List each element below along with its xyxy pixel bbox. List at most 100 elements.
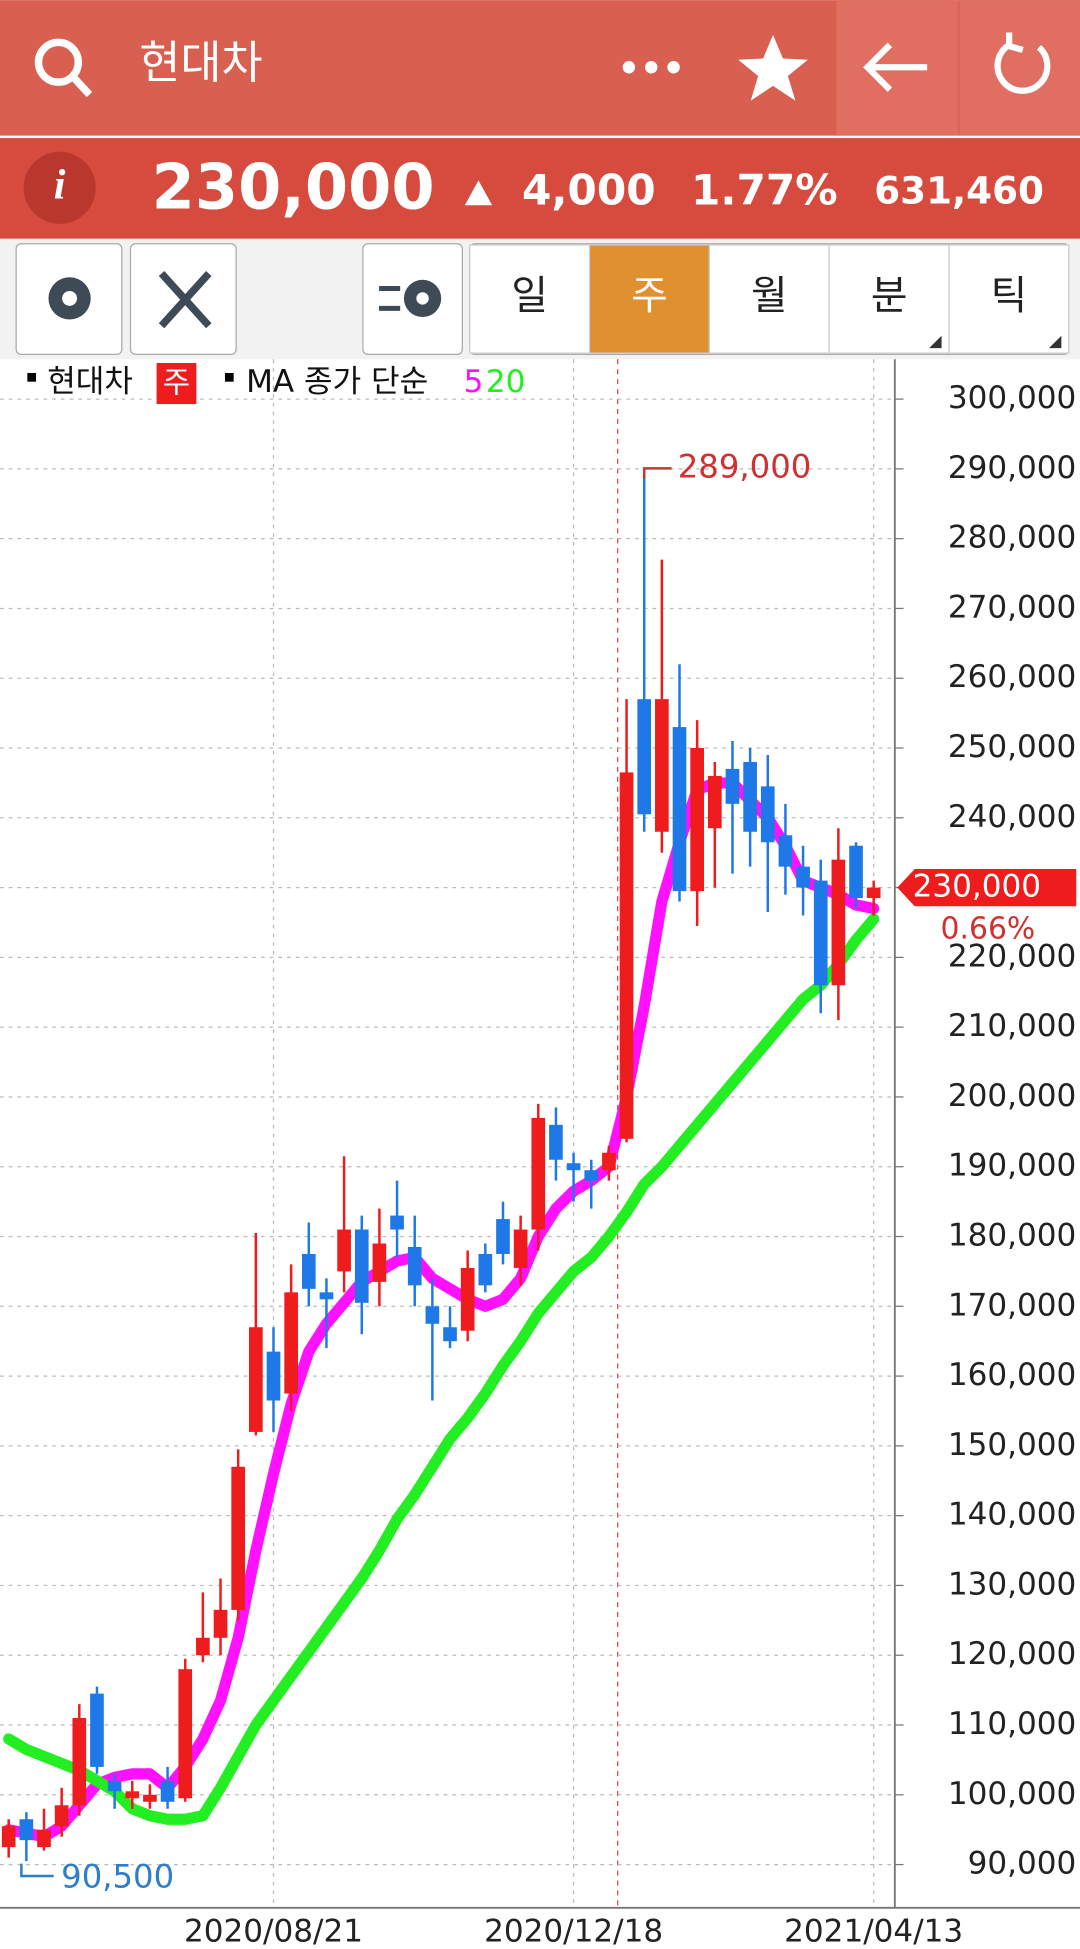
last-price-marker <box>897 868 1077 907</box>
candle-body <box>125 1791 140 1799</box>
y-tick-label: 130,000 <box>948 1566 1076 1602</box>
y-tick-label: 120,000 <box>948 1636 1076 1672</box>
candle-body <box>478 1253 493 1286</box>
candle-body <box>178 1669 193 1799</box>
candle-body <box>249 1327 263 1432</box>
last-change-label: 0.66% <box>941 911 1036 946</box>
quote-bar <box>0 138 1080 239</box>
y-tick-label: 160,000 <box>948 1357 1076 1393</box>
refresh-button-bg[interactable] <box>959 0 1080 136</box>
period-tab[interactable] <box>708 244 830 354</box>
y-tick-label: 270,000 <box>948 589 1076 625</box>
legend-marker <box>27 372 37 382</box>
candle-body <box>725 768 740 804</box>
y-tick-label: 240,000 <box>948 799 1076 835</box>
candle-body <box>372 1243 387 1282</box>
candle-body <box>849 845 863 899</box>
candle-body <box>566 1163 581 1171</box>
candle-body <box>319 1292 334 1300</box>
candle-body <box>796 866 810 888</box>
header-title: 현대차 <box>139 36 262 89</box>
candle-body <box>266 1351 281 1401</box>
more-icon[interactable] <box>622 61 680 74</box>
candle-body <box>513 1229 528 1268</box>
quote-volume: 631,460 <box>874 168 1044 212</box>
legend-period-bg <box>156 363 197 405</box>
y-tick-label: 200,000 <box>948 1078 1076 1114</box>
x-tick-label: 2020/12/18 <box>484 1914 663 1949</box>
candle-body <box>1 1826 16 1848</box>
candle-body <box>584 1170 599 1181</box>
favorite-icon[interactable] <box>738 34 808 101</box>
candle-body <box>37 1829 51 1848</box>
candle-body <box>72 1718 87 1806</box>
candle-body <box>443 1327 457 1342</box>
min-label: 90,500 <box>61 1857 174 1895</box>
candle-body <box>778 835 793 867</box>
info-icon: i <box>54 162 66 209</box>
period-tab[interactable] <box>469 244 591 354</box>
y-tick-label: 180,000 <box>948 1218 1076 1254</box>
candle-body <box>284 1292 298 1394</box>
candle-body <box>143 1794 157 1802</box>
settings-icon <box>48 277 91 320</box>
quote-price: 230,000 <box>152 151 435 224</box>
period-tab[interactable] <box>588 244 711 354</box>
candle-body <box>213 1609 228 1638</box>
legend-series: 5 20 <box>464 364 526 400</box>
candle-body <box>831 859 846 986</box>
info-button[interactable] <box>23 151 96 224</box>
candle-body <box>743 761 757 832</box>
period-tab[interactable] <box>948 244 1070 354</box>
moving-average-line <box>3 913 880 1825</box>
period-tab-label: 월 <box>751 273 788 319</box>
candle-body <box>90 1693 104 1767</box>
candle-body <box>637 699 652 815</box>
candle-body <box>602 1152 616 1171</box>
y-tick-label: 100,000 <box>948 1776 1076 1812</box>
y-tick-label: 90,000 <box>968 1846 1077 1882</box>
y-tick-label: 190,000 <box>948 1148 1076 1184</box>
legend-series-name: 20 <box>486 364 526 400</box>
candle-body <box>390 1215 404 1230</box>
period-tab-label: 틱 <box>991 273 1028 319</box>
period-tab[interactable] <box>828 244 950 354</box>
max-arrow <box>642 467 672 479</box>
period-tab-corner <box>929 335 942 349</box>
y-tick-label: 150,000 <box>948 1427 1076 1463</box>
y-tick-label: 250,000 <box>948 729 1076 765</box>
candle-body <box>813 880 828 986</box>
legend-marker <box>224 372 234 382</box>
y-tick-label: 300,000 <box>948 380 1076 416</box>
refresh-icon[interactable] <box>994 32 1051 94</box>
y-tick-label: 290,000 <box>948 450 1076 486</box>
y-tick-label: 140,000 <box>948 1497 1076 1533</box>
candle-body <box>54 1805 69 1827</box>
x-tick-label: 2021/04/13 <box>784 1914 963 1949</box>
y-tick-label: 210,000 <box>948 1008 1076 1044</box>
legend-name: 현대차 <box>47 364 133 400</box>
candle-body <box>301 1253 316 1289</box>
back-icon[interactable] <box>863 42 928 92</box>
y-tick-label: 110,000 <box>948 1706 1076 1742</box>
indicator-icon <box>379 279 442 318</box>
legend-period: 주 <box>163 366 190 401</box>
candle-body <box>107 1780 122 1792</box>
candle-body <box>19 1819 34 1841</box>
max-label: 289,000 <box>678 447 812 485</box>
search-icon[interactable] <box>34 38 93 98</box>
up-arrow <box>464 180 493 206</box>
candle-body <box>196 1637 210 1656</box>
last-price-label: 230,000 <box>913 869 1041 905</box>
candle-body <box>496 1219 510 1254</box>
candle-body <box>690 748 704 892</box>
x-tick-label: 2020/08/21 <box>184 1914 363 1949</box>
legend-ma-label: MA 종가 단순 <box>246 364 428 400</box>
candle-body <box>160 1780 175 1802</box>
period-tab-label: 분 <box>871 273 908 319</box>
candle-body <box>460 1267 475 1331</box>
y-tick-label: 260,000 <box>948 659 1076 695</box>
plot: 289,000 90,500 230,000 0.66% <box>1 447 1077 1895</box>
